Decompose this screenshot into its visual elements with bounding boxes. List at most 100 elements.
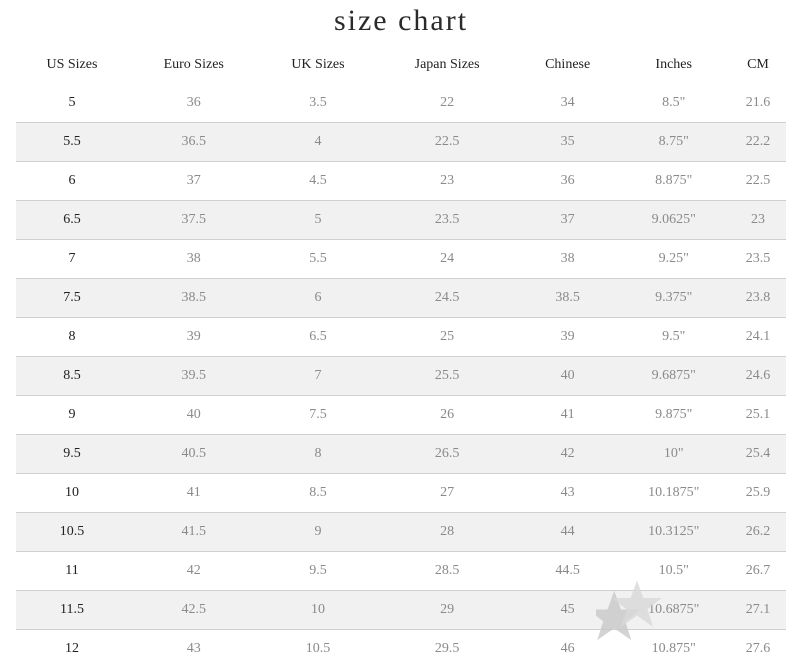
table-cell: 9.25" <box>617 240 729 279</box>
table-cell: 43 <box>518 474 618 513</box>
table-cell: 8 <box>260 435 377 474</box>
star-watermark-icon <box>596 578 686 648</box>
table-cell: 38.5 <box>128 279 260 318</box>
table-cell: 26 <box>376 396 517 435</box>
table-cell: 9 <box>16 396 128 435</box>
table-cell: 42 <box>518 435 618 474</box>
table-cell: 43 <box>128 630 260 668</box>
table-cell: 41 <box>518 396 618 435</box>
column-header: UK Sizes <box>260 46 377 84</box>
table-cell: 5 <box>16 84 128 123</box>
table-cell: 10.1875" <box>617 474 729 513</box>
table-cell: 21.6 <box>730 84 786 123</box>
table-cell: 24.1 <box>730 318 786 357</box>
table-cell: 8.5 <box>260 474 377 513</box>
table-cell: 23 <box>376 162 517 201</box>
table-cell: 9.875" <box>617 396 729 435</box>
column-header: Japan Sizes <box>376 46 517 84</box>
table-cell: 4 <box>260 123 377 162</box>
table-cell: 27.6 <box>730 630 786 668</box>
table-cell: 36.5 <box>128 123 260 162</box>
table-cell: 39 <box>128 318 260 357</box>
table-cell: 38.5 <box>518 279 618 318</box>
table-cell: 12 <box>16 630 128 668</box>
table-cell: 5 <box>260 201 377 240</box>
table-cell: 10 <box>260 591 377 630</box>
column-header: CM <box>730 46 786 84</box>
table-cell: 28 <box>376 513 517 552</box>
table-cell: 11 <box>16 552 128 591</box>
table-cell: 44 <box>518 513 618 552</box>
table-cell: 10" <box>617 435 729 474</box>
table-cell: 9.5 <box>260 552 377 591</box>
table-cell: 7.5 <box>260 396 377 435</box>
table-cell: 11.5 <box>16 591 128 630</box>
table-cell: 26.5 <box>376 435 517 474</box>
table-cell: 5.5 <box>16 123 128 162</box>
table-cell: 6.5 <box>260 318 377 357</box>
table-cell: 24.6 <box>730 357 786 396</box>
table-cell: 6 <box>16 162 128 201</box>
table-cell: 41 <box>128 474 260 513</box>
table-cell: 23.5 <box>376 201 517 240</box>
table-cell: 6.5 <box>16 201 128 240</box>
table-cell: 23.8 <box>730 279 786 318</box>
table-cell: 35 <box>518 123 618 162</box>
table-cell: 22.2 <box>730 123 786 162</box>
table-cell: 8.5" <box>617 84 729 123</box>
table-cell: 37.5 <box>128 201 260 240</box>
column-header: Euro Sizes <box>128 46 260 84</box>
table-cell: 38 <box>128 240 260 279</box>
table-cell: 22 <box>376 84 517 123</box>
table-cell: 10 <box>16 474 128 513</box>
table-cell: 7 <box>16 240 128 279</box>
table-cell: 24 <box>376 240 517 279</box>
table-cell: 40.5 <box>128 435 260 474</box>
table-cell: 36 <box>518 162 618 201</box>
table-cell: 42.5 <box>128 591 260 630</box>
table-cell: 10.3125" <box>617 513 729 552</box>
table-cell: 9.6875" <box>617 357 729 396</box>
table-cell: 26.7 <box>730 552 786 591</box>
page-title: size chart <box>0 4 802 38</box>
table-cell: 29.5 <box>376 630 517 668</box>
table-cell: 9.5 <box>16 435 128 474</box>
table-cell: 22.5 <box>376 123 517 162</box>
table-cell: 23 <box>730 201 786 240</box>
table-cell: 8.875" <box>617 162 729 201</box>
table-cell: 25.5 <box>376 357 517 396</box>
table-cell: 25.4 <box>730 435 786 474</box>
column-header: US Sizes <box>16 46 128 84</box>
table-cell: 6 <box>260 279 377 318</box>
table-cell: 8.5 <box>16 357 128 396</box>
table-cell: 9.0625" <box>617 201 729 240</box>
table-cell: 28.5 <box>376 552 517 591</box>
table-cell: 3.5 <box>260 84 377 123</box>
table-cell: 25.1 <box>730 396 786 435</box>
table-cell: 10.5 <box>16 513 128 552</box>
table-cell: 26.2 <box>730 513 786 552</box>
table-cell: 24.5 <box>376 279 517 318</box>
table-cell: 38 <box>518 240 618 279</box>
table-cell: 34 <box>518 84 618 123</box>
table-cell: 10.5 <box>260 630 377 668</box>
table-cell: 9.375" <box>617 279 729 318</box>
table-cell: 37 <box>518 201 618 240</box>
table-cell: 22.5 <box>730 162 786 201</box>
table-cell: 39.5 <box>128 357 260 396</box>
table-cell: 25 <box>376 318 517 357</box>
table-cell: 27.1 <box>730 591 786 630</box>
table-cell: 9 <box>260 513 377 552</box>
table-cell: 41.5 <box>128 513 260 552</box>
